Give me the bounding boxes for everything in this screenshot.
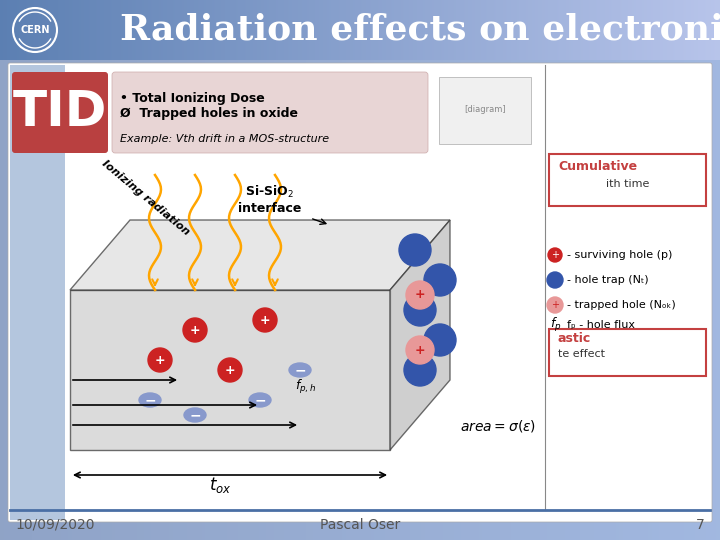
Text: +: + [225, 363, 235, 376]
FancyBboxPatch shape [8, 63, 712, 522]
Ellipse shape [184, 408, 206, 422]
Ellipse shape [139, 393, 161, 407]
Circle shape [406, 281, 434, 309]
Text: +: + [155, 354, 166, 367]
Text: +: + [260, 314, 270, 327]
Circle shape [406, 336, 434, 364]
Circle shape [424, 324, 456, 356]
Text: Ionizing radiation: Ionizing radiation [100, 158, 192, 237]
Text: +: + [415, 288, 426, 301]
Text: 7: 7 [696, 518, 705, 532]
Text: - trapped hole (Nₒₖ): - trapped hole (Nₒₖ) [567, 300, 676, 310]
FancyBboxPatch shape [112, 72, 428, 153]
Text: 10/09/2020: 10/09/2020 [15, 518, 94, 532]
Text: ith time: ith time [606, 179, 649, 189]
Polygon shape [70, 290, 390, 450]
Circle shape [183, 318, 207, 342]
Text: Cumulative: Cumulative [558, 160, 637, 173]
FancyBboxPatch shape [549, 329, 706, 376]
FancyBboxPatch shape [12, 72, 108, 153]
Text: −: − [254, 393, 266, 407]
Circle shape [404, 354, 436, 386]
Text: Ø  Trapped holes in oxide: Ø Trapped holes in oxide [120, 107, 298, 120]
Text: • Total Ionizing Dose: • Total Ionizing Dose [120, 92, 265, 105]
FancyBboxPatch shape [549, 154, 706, 206]
Text: astic: astic [558, 332, 591, 345]
Text: +: + [415, 343, 426, 356]
Text: - surviving hole (p): - surviving hole (p) [567, 250, 672, 260]
Ellipse shape [289, 363, 311, 377]
Text: +: + [189, 323, 200, 336]
Circle shape [253, 308, 277, 332]
Circle shape [148, 348, 172, 372]
Text: Si-SiO$_2$
interface: Si-SiO$_2$ interface [238, 184, 302, 215]
Circle shape [218, 358, 242, 382]
Text: −: − [144, 393, 156, 407]
Text: $f_p$: $f_p$ [550, 316, 562, 334]
Text: CERN: CERN [20, 25, 50, 35]
Text: $f_{p,h}$: $f_{p,h}$ [295, 378, 316, 396]
Text: −: − [294, 363, 306, 377]
Polygon shape [70, 220, 450, 290]
Text: $area = \sigma(\varepsilon)$: $area = \sigma(\varepsilon)$ [460, 417, 536, 434]
Text: +: + [551, 300, 559, 310]
Text: TID: TID [13, 88, 107, 136]
Circle shape [548, 248, 562, 262]
Circle shape [547, 297, 563, 313]
Text: Example: Vth drift in a MOS-structure: Example: Vth drift in a MOS-structure [120, 134, 329, 144]
Text: te effect: te effect [558, 349, 605, 359]
Text: $t_{ox}$: $t_{ox}$ [209, 475, 231, 495]
Circle shape [424, 264, 456, 296]
Text: +: + [551, 250, 559, 260]
FancyBboxPatch shape [439, 77, 531, 144]
Polygon shape [390, 220, 450, 450]
Text: Pascal Oser: Pascal Oser [320, 518, 400, 532]
Text: −: − [189, 408, 201, 422]
Text: Radiation effects on electronics: Radiation effects on electronics [120, 13, 720, 47]
FancyBboxPatch shape [10, 65, 65, 520]
Ellipse shape [249, 393, 271, 407]
Circle shape [547, 272, 563, 288]
Text: - hole trap (Nₜ): - hole trap (Nₜ) [567, 275, 649, 285]
Circle shape [404, 294, 436, 326]
Circle shape [399, 234, 431, 266]
Text: fₚ - hole flux: fₚ - hole flux [567, 320, 635, 330]
Text: [diagram]: [diagram] [464, 105, 506, 114]
